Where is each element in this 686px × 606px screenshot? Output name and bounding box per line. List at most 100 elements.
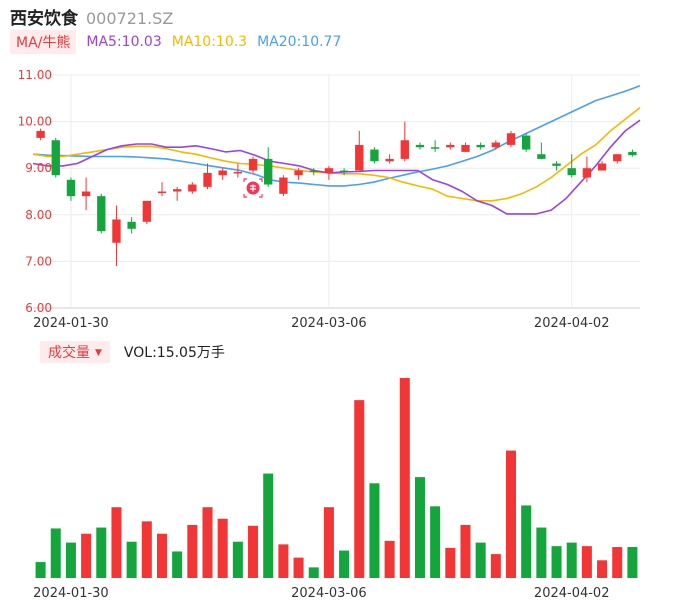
candle[interactable]	[339, 168, 349, 176]
candle[interactable]	[36, 128, 45, 141]
volume-bar[interactable]	[612, 547, 623, 578]
candle[interactable]	[355, 130, 364, 171]
candle-body	[446, 144, 455, 148]
volume-indicator-selector[interactable]: 成交量 ▼	[40, 341, 110, 363]
ma20-line	[32, 84, 641, 187]
volume-bar[interactable]	[339, 550, 350, 578]
volume-bar[interactable]	[597, 560, 608, 578]
volume-bar[interactable]	[566, 542, 577, 578]
candle[interactable]	[188, 182, 197, 194]
volume-bar[interactable]	[50, 528, 61, 578]
candle-body	[415, 144, 425, 148]
candle[interactable]	[172, 186, 182, 201]
candle-body	[233, 171, 243, 174]
volume-bar[interactable]	[263, 473, 274, 578]
volume-bar[interactable]	[521, 505, 532, 578]
candle[interactable]	[112, 205, 121, 267]
candle[interactable]	[81, 177, 91, 211]
candle[interactable]	[127, 217, 136, 234]
volume-bar[interactable]	[111, 507, 122, 578]
volume-bar[interactable]	[445, 547, 456, 578]
candle-body	[613, 154, 622, 162]
candle[interactable]	[203, 163, 212, 190]
candle[interactable]	[628, 149, 637, 157]
candle-body	[172, 189, 182, 192]
volume-bar[interactable]	[156, 533, 167, 578]
volume-bar[interactable]	[293, 557, 304, 578]
candle[interactable]	[97, 193, 106, 234]
candle-body	[203, 172, 212, 187]
candle[interactable]	[324, 165, 334, 180]
volume-bar[interactable]	[581, 546, 592, 578]
volume-bar[interactable]	[627, 547, 638, 578]
volume-bar[interactable]	[278, 544, 289, 578]
candle[interactable]	[430, 140, 440, 152]
volume-bar[interactable]	[308, 567, 319, 578]
candle[interactable]	[537, 142, 546, 159]
candle[interactable]	[248, 156, 258, 173]
candle-body	[567, 168, 576, 176]
candle[interactable]	[491, 140, 501, 150]
candle[interactable]	[218, 168, 227, 180]
candle[interactable]	[567, 154, 576, 178]
volume-bar[interactable]	[354, 400, 365, 578]
volume-bar[interactable]	[217, 518, 228, 578]
volume-bar[interactable]	[384, 540, 395, 578]
candle-body	[188, 184, 197, 192]
candle[interactable]	[415, 142, 425, 150]
volume-bar[interactable]	[248, 525, 259, 578]
ma-indicator-selector[interactable]: MA/牛熊	[10, 30, 77, 54]
volume-bar[interactable]	[551, 546, 562, 578]
volume-bar[interactable]	[232, 541, 243, 578]
volume-value: VOL:15.05万手	[123, 345, 225, 361]
volume-bar[interactable]	[323, 507, 334, 578]
candle[interactable]	[51, 137, 60, 178]
volume-bar[interactable]	[506, 450, 517, 578]
candle[interactable]	[506, 130, 516, 148]
candle[interactable]	[309, 168, 318, 176]
volume-bar[interactable]	[81, 533, 92, 578]
candle[interactable]	[522, 133, 531, 152]
candle[interactable]	[264, 147, 273, 187]
candle[interactable]	[370, 147, 379, 164]
volume-bar[interactable]	[65, 542, 76, 578]
candle-body	[461, 144, 470, 152]
candle[interactable]	[157, 182, 167, 197]
candle[interactable]	[597, 161, 607, 171]
volume-bar[interactable]	[369, 483, 380, 578]
candle[interactable]	[613, 154, 622, 164]
candle[interactable]	[294, 168, 303, 180]
volume-bar[interactable]	[475, 542, 486, 578]
volume-bar[interactable]	[172, 551, 183, 578]
volume-bar[interactable]	[399, 378, 410, 578]
volume-bar[interactable]	[141, 521, 152, 578]
candle[interactable]	[461, 142, 470, 152]
volume-bar[interactable]	[35, 562, 46, 578]
candle[interactable]	[66, 177, 76, 201]
volume-bar[interactable]	[430, 506, 441, 578]
volume-bar[interactable]	[202, 507, 213, 578]
candle[interactable]	[385, 154, 394, 164]
candle[interactable]	[582, 156, 592, 183]
price-x-axis: 2024-01-30 2024-03-06 2024-04-02	[33, 316, 609, 331]
price-grid	[33, 74, 640, 309]
volume-bar[interactable]	[96, 527, 107, 578]
volume-bar[interactable]	[187, 524, 198, 578]
volume-bar[interactable]	[536, 527, 547, 578]
candle[interactable]	[552, 161, 561, 171]
candle[interactable]	[233, 163, 243, 178]
volume-bar[interactable]	[126, 541, 137, 578]
candle[interactable]	[476, 142, 485, 150]
candle-body	[294, 170, 303, 176]
volume-bar[interactable]	[460, 524, 471, 578]
candle[interactable]	[446, 142, 455, 150]
badge-glyph	[250, 184, 257, 192]
candle[interactable]	[279, 175, 288, 197]
candle[interactable]	[400, 121, 409, 162]
candle[interactable]	[142, 200, 151, 225]
volume-bar[interactable]	[414, 477, 425, 578]
price-y-tick: 10.00	[18, 115, 52, 129]
candle-body	[142, 200, 151, 222]
volume-bar[interactable]	[490, 554, 501, 578]
event-marker[interactable]	[243, 178, 263, 198]
